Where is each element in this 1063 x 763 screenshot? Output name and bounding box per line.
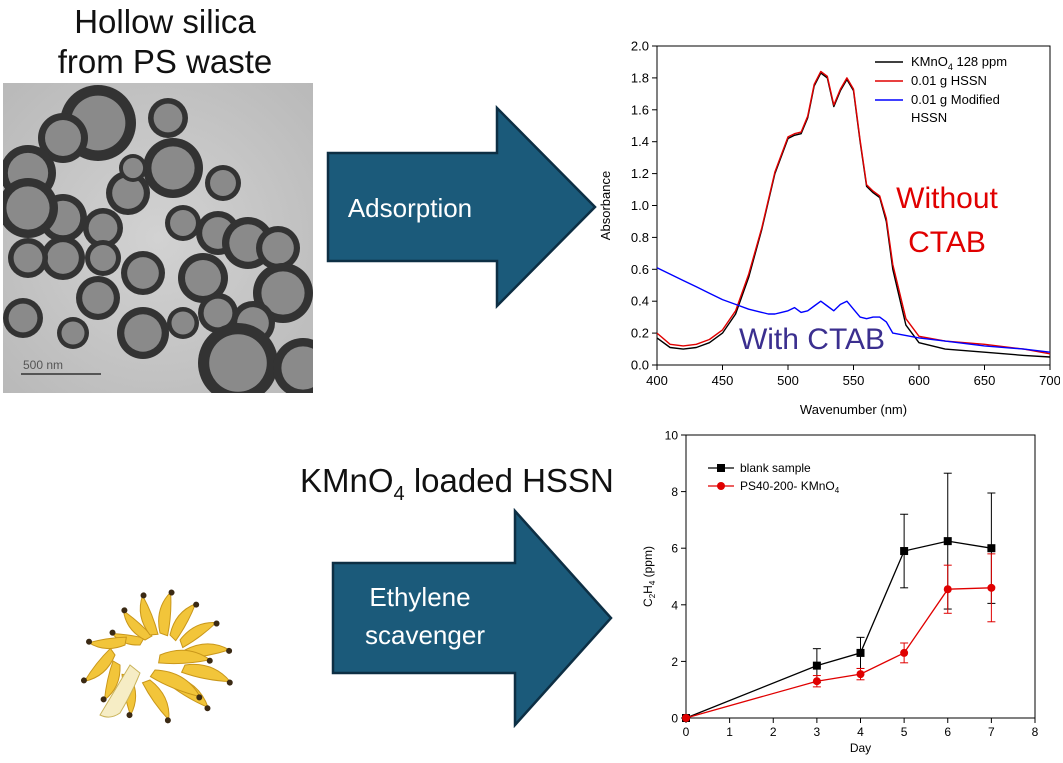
- x-tick-label: 400: [646, 373, 668, 388]
- hollow-silica-title: Hollow silica from PS waste: [30, 2, 300, 82]
- tem-micrograph-image: 500 nm: [3, 83, 313, 393]
- data-point: [987, 544, 996, 553]
- y-tick-label: 1.8: [631, 70, 649, 85]
- annotation-with-ctab: With CTAB: [739, 323, 885, 356]
- legend-label-2b: HSSN: [911, 110, 947, 125]
- y-tick-label: 10: [665, 429, 679, 443]
- x-tick-label: 3: [814, 725, 821, 739]
- y-tick-label: 2: [671, 655, 678, 669]
- legend-label-1: 0.01 g HSSN: [911, 73, 987, 88]
- ethylene-scavenger-arrow: Ethylene scavenger: [331, 508, 613, 728]
- y-tick-label: 0.8: [631, 230, 649, 245]
- adsorption-label: Adsorption: [348, 193, 472, 223]
- x-tick-label: 0: [683, 725, 690, 739]
- data-point: [943, 537, 952, 546]
- data-point: [943, 585, 952, 594]
- data-point: [856, 670, 865, 679]
- adsorption-arrow-shape: [326, 105, 597, 310]
- data-point: [812, 661, 821, 670]
- data-point: [812, 677, 821, 686]
- y-tick-label: 0: [671, 712, 678, 726]
- data-point: [900, 547, 909, 556]
- x-tick-label: 2: [770, 725, 777, 739]
- y-tick-label: 0.4: [631, 294, 649, 309]
- legend-marker-1: [717, 482, 725, 490]
- data-point: [987, 583, 996, 592]
- absorbance-chart: 400 450 500 550 600 650 700 0.0 0.2 0.4 0.6 0.8 1.0 1…: [598, 39, 1060, 418]
- y-tick-label: 1.2: [631, 166, 649, 181]
- legend-label-1: PS40-200- KMnO4: [740, 479, 840, 495]
- y-tick-label: 6: [671, 542, 678, 556]
- series-line-2: [656, 267, 1051, 353]
- legend-label-2: 0.01 g Modified: [911, 92, 1000, 107]
- x-tick-label: 650: [974, 373, 996, 388]
- x-tick-label: 450: [712, 373, 734, 388]
- series-line-0: [656, 72, 1051, 358]
- x-tick-label: 8: [1032, 725, 1039, 739]
- y-tick-label: 0.0: [631, 358, 649, 373]
- legend-marker-0: [717, 464, 725, 472]
- y-axis-label: C2H4 (ppm): [641, 546, 657, 607]
- title-line-1: Hollow silica: [74, 3, 256, 40]
- scavenger-label-line-1: Ethylene: [369, 582, 470, 612]
- x-tick-label: 5: [901, 725, 908, 739]
- y-tick-label: 1.6: [631, 102, 649, 117]
- banana-bunch-image: [80, 589, 233, 724]
- data-point: [682, 714, 690, 722]
- x-tick-label: 4: [857, 725, 864, 739]
- ethylene-concentration-chart: 0 1 2 3 4 5 6 7 8 0 2 4 6 8 10 Day C2H4 (ppm) blank sampl…: [641, 429, 1039, 756]
- y-tick-label: 1.4: [631, 134, 649, 149]
- x-tick-label: 500: [777, 373, 799, 388]
- x-tick-label: 6: [944, 725, 951, 739]
- y-tick-label: 8: [671, 485, 678, 499]
- legend-label-0: blank sample: [740, 461, 811, 475]
- y-axis-label: Absorbance: [598, 171, 613, 240]
- series-line-0: [685, 540, 992, 719]
- x-tick-label: 1: [726, 725, 733, 739]
- y-tick-label: 0.2: [631, 326, 649, 341]
- annotation-without-ctab: Without: [896, 182, 998, 215]
- x-tick-label: 7: [988, 725, 995, 739]
- data-point: [856, 648, 865, 657]
- series-line-1: [656, 70, 1051, 355]
- data-point: [900, 648, 909, 657]
- scale-bar-label: 500 nm: [23, 358, 63, 372]
- legend-label-0: KMnO4 128 ppm: [911, 54, 1007, 72]
- y-tick-label: 2.0: [631, 39, 649, 54]
- x-axis-label: Wavenumber (nm): [800, 402, 907, 417]
- scavenger-label-line-2: scavenger: [365, 620, 485, 650]
- x-tick-label: 550: [843, 373, 865, 388]
- x-axis-label: Day: [850, 741, 871, 755]
- adsorption-arrow: Adsorption: [326, 105, 597, 310]
- scavenger-arrow-shape: [331, 508, 613, 728]
- annotation-without-ctab-2: CTAB: [908, 226, 986, 259]
- y-tick-label: 0.6: [631, 262, 649, 277]
- y-tick-label: 1.0: [631, 198, 649, 213]
- y-tick-label: 4: [671, 598, 678, 612]
- x-tick-label: 600: [908, 373, 930, 388]
- title-line-2: from PS waste: [57, 43, 273, 80]
- series-line-1: [685, 587, 992, 719]
- kmno4-loaded-hssn-title: KMnO4 loaded HSSN: [300, 462, 614, 505]
- x-tick-label: 700: [1039, 373, 1060, 388]
